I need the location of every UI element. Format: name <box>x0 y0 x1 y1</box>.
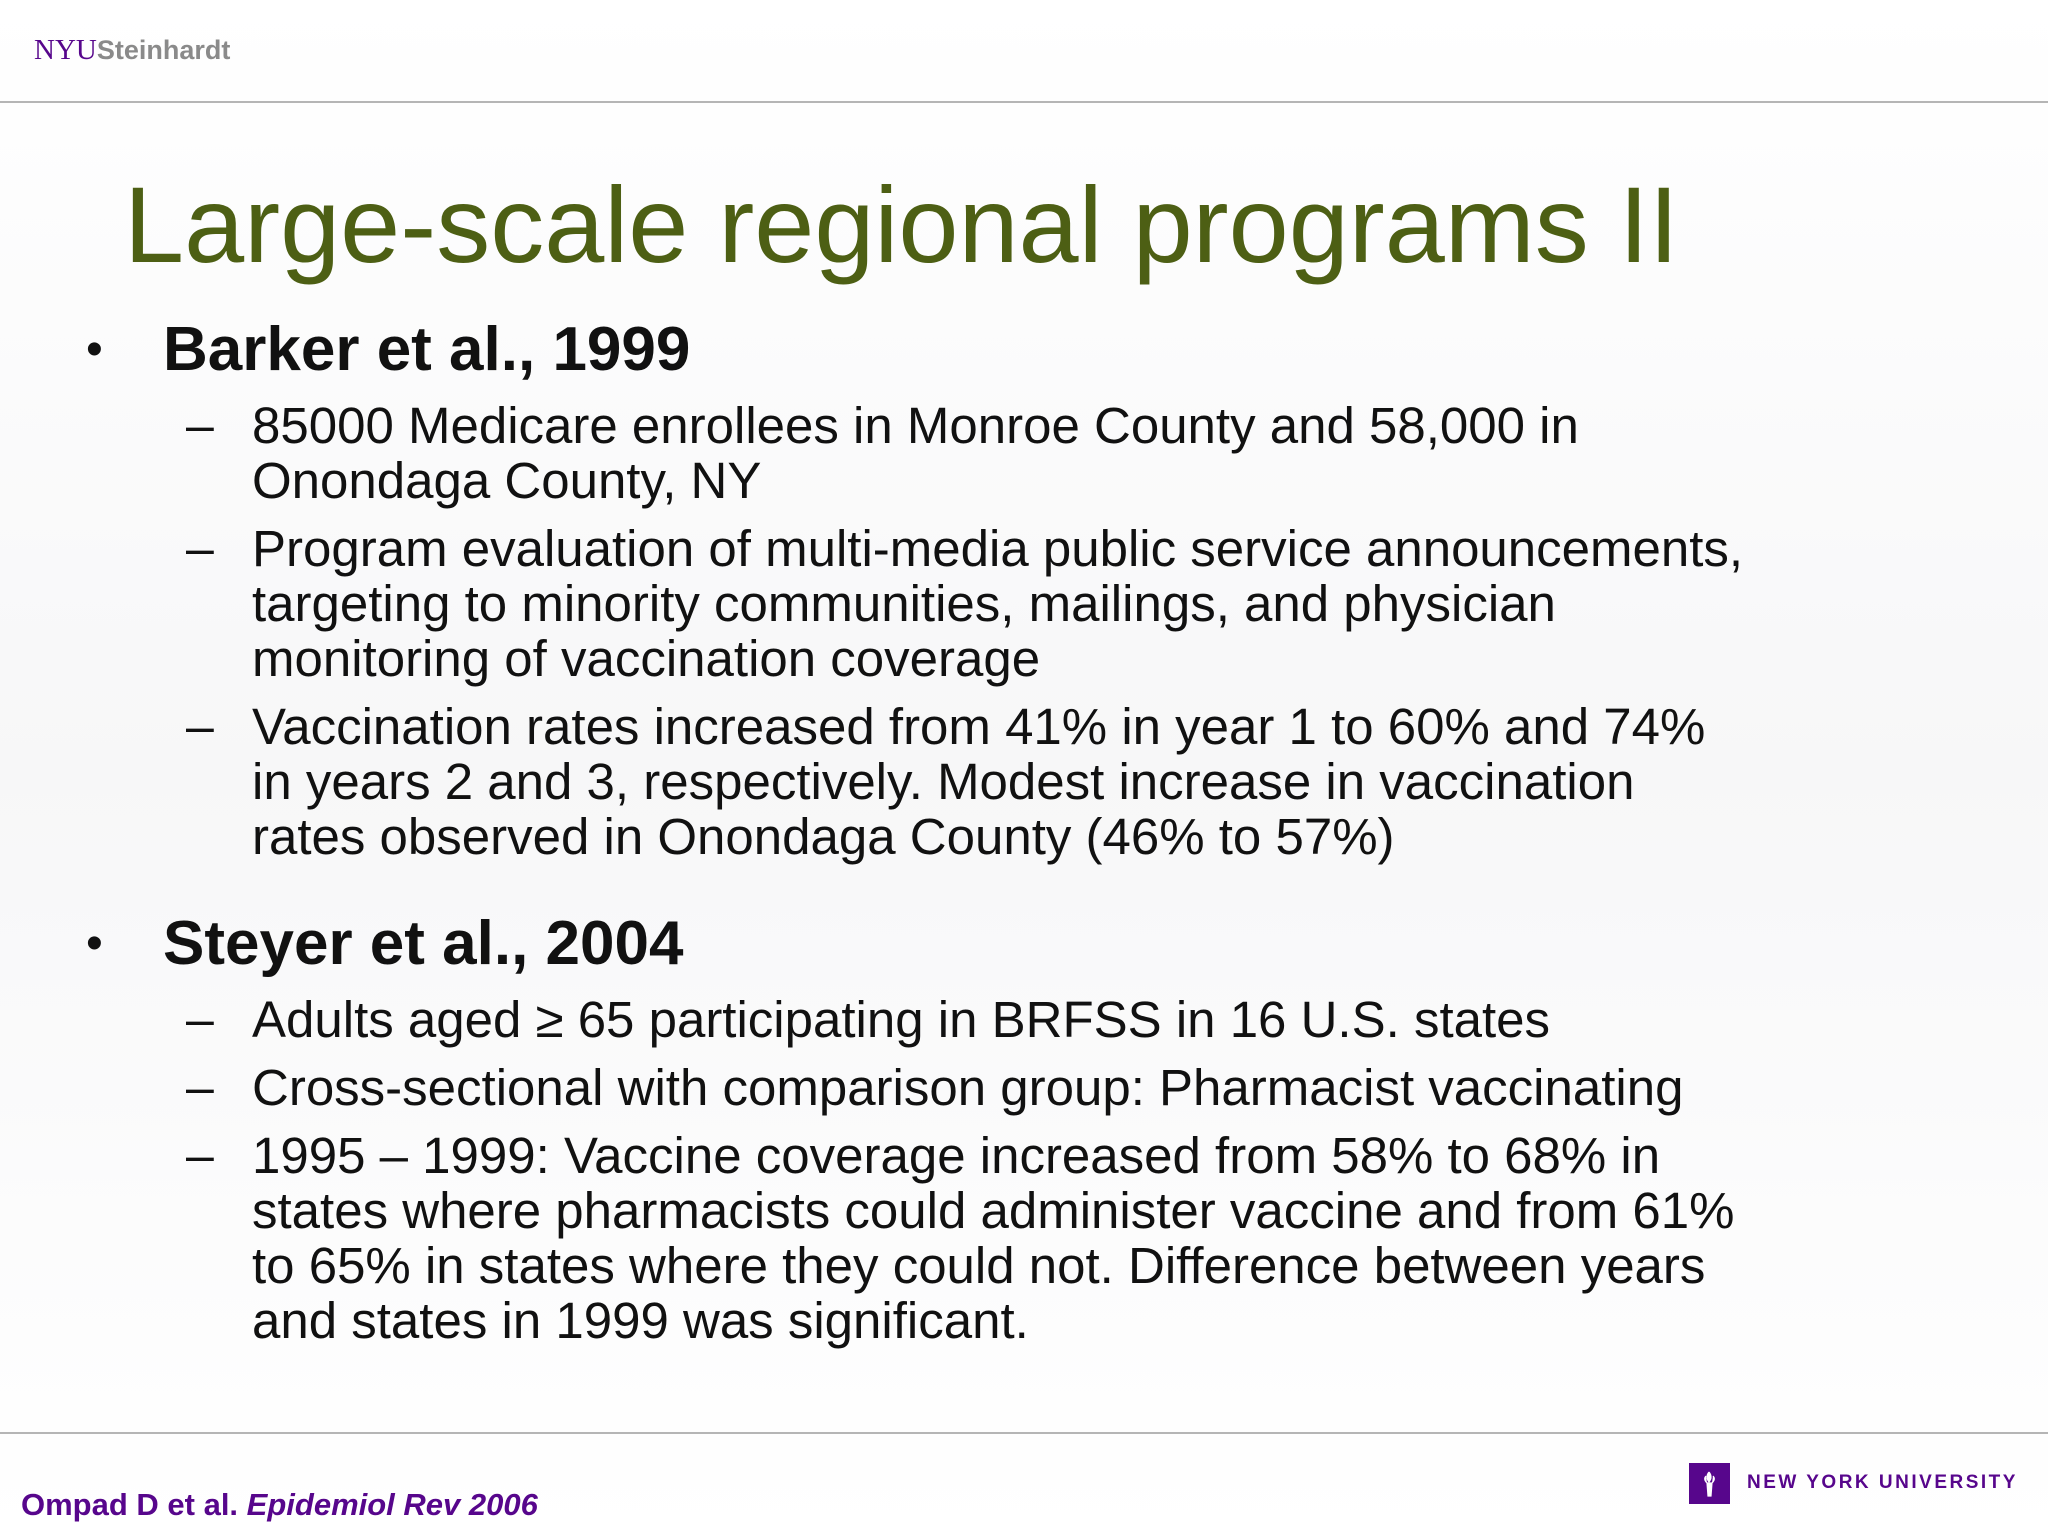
dash: – <box>186 698 214 754</box>
dash: – <box>186 397 214 453</box>
footer-rule <box>0 1432 2048 1434</box>
logo-secondary: Steinhardt <box>96 35 231 65</box>
logo: NYUSteinhardt <box>34 34 230 67</box>
item-line: 85000 Medicare enrollees in Monroe Count… <box>252 397 1579 454</box>
torch-icon <box>1704 1471 1715 1497</box>
item-line: states where pharmacists could administe… <box>252 1182 1735 1239</box>
item-line: monitoring of vaccination coverage <box>252 630 1041 687</box>
university-name: NEW YORK UNIVERSITY <box>1747 1472 2018 1493</box>
item-line: in years 2 and 3, respectively. Modest i… <box>252 753 1635 810</box>
heading-text: Steyer et al., 2004 <box>163 909 684 978</box>
item-line: to 65% in states where they could not. D… <box>252 1237 1706 1294</box>
citation-authors: Ompad D et al. <box>21 1487 239 1522</box>
section: • Barker et al., 1999–85000 Medicare enro… <box>0 314 2048 877</box>
citation: Ompad D et al. Epidemiol Rev 2006 <box>21 1487 538 1523</box>
dash: – <box>186 1059 214 1115</box>
slide-title: Large-scale regional programs II <box>124 164 1679 285</box>
section-heading: • Barker et al., 1999 <box>0 314 2048 386</box>
item-line: Program evaluation of multi-media public… <box>252 520 1744 577</box>
list-item: – Vaccination rates increased from 41% in… <box>0 698 2048 865</box>
section-heading: • Steyer et al., 2004 <box>0 908 2048 980</box>
header-rule <box>0 101 2048 103</box>
dash: – <box>186 1127 214 1183</box>
item-list: – Adults aged ≥ 65 participating in BRFSS… <box>0 991 2048 1349</box>
item-line: rates observed in Onondaga County (46% t… <box>252 808 1395 865</box>
item-line: Cross-sectional with comparison group: P… <box>252 1059 1684 1116</box>
item-line: and states in 1999 was significant. <box>252 1292 1029 1349</box>
nyu-torch-logo <box>1689 1463 1730 1504</box>
list-item: – Adults aged ≥ 65 participating in BRFSS… <box>0 991 2048 1048</box>
dash: – <box>186 520 214 576</box>
section: • Steyer et al., 2004– Adults aged ≥ 65 pa… <box>0 908 2048 1361</box>
citation-journal: Epidemiol Rev 2006 <box>246 1487 538 1522</box>
list-item: –1995 – 1999: Vaccine coverage increased… <box>0 1127 2048 1349</box>
item-line: Adults aged ≥ 65 participating in BRFSS … <box>252 991 1551 1048</box>
list-item: – Cross-sectional with comparison group: … <box>0 1059 2048 1116</box>
list-item: –85000 Medicare enrollees in Monroe Coun… <box>0 397 2048 509</box>
item-line: Onondaga County, NY <box>252 452 762 509</box>
item-line: 1995 – 1999: Vaccine coverage increased … <box>252 1127 1661 1184</box>
heading-text: Barker et al., 1999 <box>163 315 691 384</box>
item-line: Vaccination rates increased from 41% in … <box>252 698 1706 755</box>
item-list: –85000 Medicare enrollees in Monroe Coun… <box>0 397 2048 865</box>
logo-primary: NYU <box>34 34 97 66</box>
list-item: – Program evaluation of multi-media publi… <box>0 520 2048 687</box>
dash: – <box>186 991 214 1047</box>
item-line: targeting to minority communities, maili… <box>252 575 1556 632</box>
bullet: • <box>86 323 103 376</box>
bullet: • <box>86 917 103 970</box>
